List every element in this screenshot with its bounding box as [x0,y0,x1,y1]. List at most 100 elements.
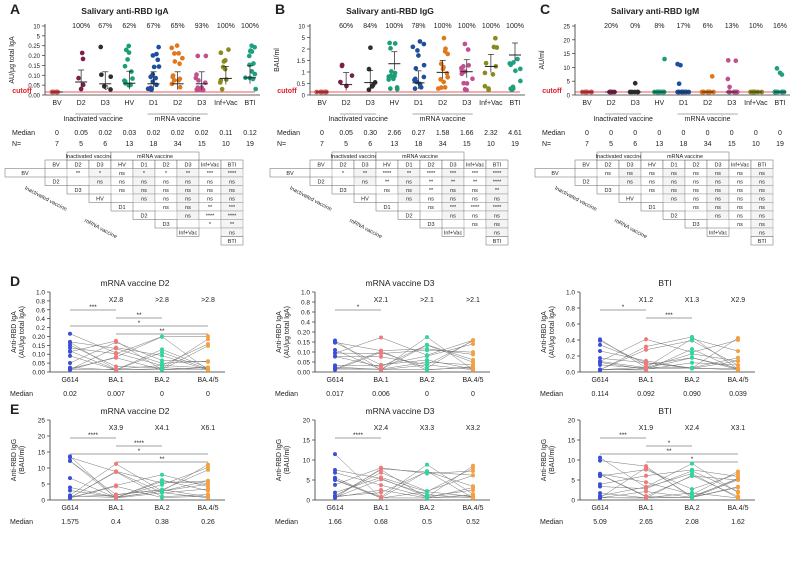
data-point [736,489,740,494]
x-tick-label: BA.1 [373,505,388,512]
data-point [418,84,424,90]
sig-label: ** [136,312,142,319]
n-value: 5 [609,141,613,148]
significance-value: ns [693,180,699,186]
paired-chart: mRNA vaccine D2 Anti-RBD IgA (AU/μg total … [10,278,225,398]
table-header-label: HV [383,163,391,169]
data-point [425,469,429,474]
significance-value: ns [472,222,478,228]
data-point [465,47,471,52]
inactivated-bracket-label: Inactivated vaccine [63,116,123,123]
y-tick-label: 0.20 [32,334,45,341]
data-point [733,58,739,64]
y-tick-label: 2 [302,48,306,54]
y-tick-label: 10 [303,458,311,465]
n-value: 6 [633,141,637,148]
y-tick-label: 0.00 [28,94,40,100]
median-row-label: Median [12,130,35,137]
data-point [252,71,258,77]
significance-value: ns [450,197,456,203]
y-tick-label: 0.20 [28,54,40,60]
paired-line [69,336,209,371]
fold-change-label: X2.8 [109,297,124,304]
positive-percentage: 60% [339,23,353,30]
data-point [438,77,444,82]
x-tick-label: G614 [61,505,78,512]
data-point [425,462,429,467]
data-point [736,474,740,479]
table-header-label: D1 [140,163,147,169]
table-group-header-label: Inactivated vaccine [331,154,378,160]
y-tick-label: 0.2 [566,354,575,361]
y-tick-label: 0.10 [32,352,45,359]
y-axis-label: (BAU/ml) [19,446,26,474]
data-point [598,356,602,361]
significance-value: ns [163,197,169,203]
group-label: D2 [342,100,351,107]
data-point [195,53,201,59]
paired-line [334,469,474,499]
significance-value: ns [649,180,655,186]
table-group-header [110,151,200,161]
fold-change-label: X2.4 [374,425,389,432]
significance-value: ns [715,197,721,203]
data-point [379,467,383,472]
positive-percentage: 100% [217,23,235,30]
panel-letter: D [10,273,20,289]
y-tick-label: 10 [33,25,40,31]
data-point [169,45,175,51]
mrna-bracket-label: mRNA vaccine [420,116,466,123]
significance-value: ns [406,188,412,194]
panel-title: Salivary anti-RBD IgG [346,6,434,16]
group-label: D2 [607,100,616,107]
data-point [123,47,129,53]
data-point [80,82,86,88]
significance-value: ** [495,188,500,194]
y-axis-label: (AU/μg total IgA) [549,306,556,358]
median-value: 0 [425,391,429,398]
median-value: 0.02 [63,391,77,398]
sig-label: * [668,440,671,447]
table-group-header-label: Inactivated vaccine [596,154,643,160]
table-row-label: Inf+Vac [444,231,463,237]
significance-value: ** [230,222,235,228]
y-axis-label: (BAU/ml) [284,446,291,474]
table-row-label: D1 [648,205,655,211]
panel-title: Salivary anti-RBD IgA [81,6,168,16]
data-point [379,494,383,499]
y-tick-label: 5 [571,478,575,485]
table-header-label: Inf+Vac [731,163,750,169]
sig-label: *** [619,432,627,439]
paired-line [599,338,739,362]
sig-label: ** [666,448,672,455]
data-point [68,488,72,493]
group-label: HV [125,100,135,107]
y-tick-label: 0.4 [566,338,575,345]
data-point [736,367,740,372]
n-value: 10 [752,141,760,148]
data-point [206,488,210,493]
paired-line [69,457,209,499]
table-header-label: D3 [449,163,456,169]
significance-value: *** [472,171,479,177]
y-tick-label: 10 [38,466,46,473]
data-point [464,81,470,86]
median-value: 4.61 [508,130,522,137]
table-header-label: BTI [758,163,767,169]
significance-value: ns [759,231,765,237]
significance-value: ns [737,197,743,203]
positive-percentage: 8% [654,23,664,30]
paired-line [599,337,739,371]
y-tick-label: 0 [302,94,306,100]
y-axis-label: AU/μg total IgA [9,36,16,84]
n-value: 19 [776,141,784,148]
y-tick-label: 0.20 [297,330,310,337]
significance-value: ns [693,197,699,203]
data-point [644,366,648,371]
paired-line [69,341,209,364]
table-header-label: D2 [339,163,346,169]
group-label: BV [52,100,62,107]
group-label: D3 [727,100,736,107]
table-row-label-cell [132,210,156,220]
sig-label: *** [89,304,97,311]
